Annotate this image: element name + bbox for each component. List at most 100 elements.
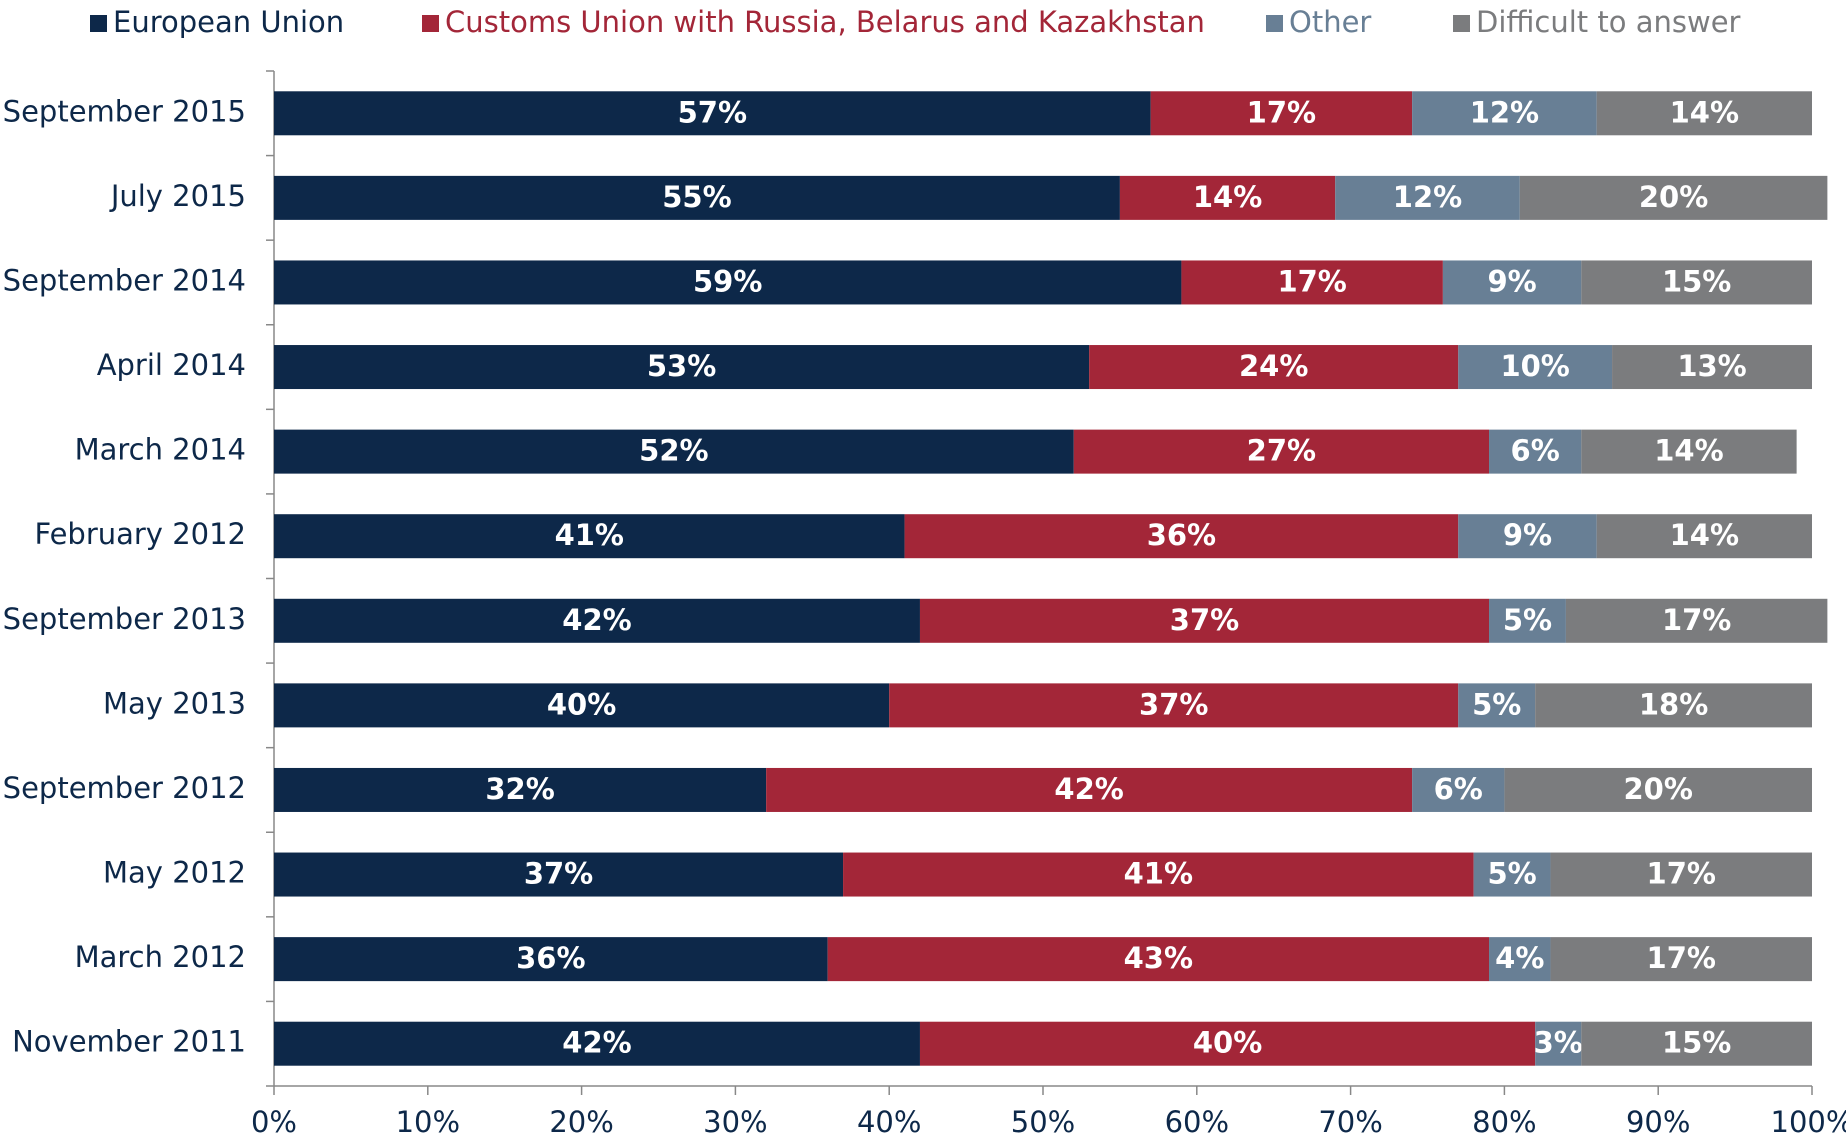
- data-label: 5%: [1487, 857, 1536, 891]
- data-label: 6%: [1511, 434, 1560, 468]
- bar-segment: [1489, 429, 1582, 474]
- y-tick-label: February 2012: [34, 517, 246, 551]
- bar-segment: [1458, 514, 1597, 559]
- y-tick-label: September 2014: [3, 263, 246, 297]
- bar-segment: [1412, 767, 1505, 812]
- legend-label: Other: [1289, 5, 1371, 39]
- bar-segment: [1596, 91, 1812, 136]
- bar-segment: [274, 175, 1120, 220]
- bar-segment: [1335, 175, 1520, 220]
- bar-segment: [274, 260, 1182, 305]
- y-tick-label: March 2012: [75, 940, 246, 974]
- bar-segment: [274, 767, 767, 812]
- y-tick-label: April 2014: [97, 348, 246, 382]
- bar-segment: [1535, 683, 1812, 728]
- bar-segment: [1565, 598, 1828, 643]
- x-tick-label: 90%: [1626, 1105, 1690, 1137]
- y-tick-label: November 2011: [12, 1025, 246, 1059]
- bar-segment: [1612, 345, 1812, 390]
- data-label: 15%: [1662, 1026, 1731, 1060]
- data-label: 36%: [516, 941, 585, 975]
- y-tick-label: September 2012: [3, 771, 246, 805]
- data-label: 5%: [1472, 687, 1521, 721]
- bar-segment: [889, 683, 1459, 728]
- data-label: 37%: [1170, 603, 1239, 637]
- legend-label: Customs Union with Russia, Belarus and K…: [445, 5, 1205, 39]
- data-label: 57%: [678, 95, 747, 129]
- bar-segment: [1458, 683, 1536, 728]
- data-label: 24%: [1239, 349, 1308, 383]
- data-label: 37%: [1139, 687, 1208, 721]
- data-label: 14%: [1670, 518, 1739, 552]
- data-label: 17%: [1647, 857, 1716, 891]
- bar-segment: [1412, 91, 1597, 136]
- bar-segment: [1596, 514, 1812, 559]
- bar-segment: [1473, 852, 1551, 897]
- x-tick-label: 0%: [251, 1105, 297, 1137]
- x-tick-label: 70%: [1318, 1105, 1382, 1137]
- data-label: 18%: [1639, 687, 1708, 721]
- data-label: 9%: [1503, 518, 1552, 552]
- y-tick-label: September 2013: [3, 602, 246, 636]
- data-label: 5%: [1503, 603, 1552, 637]
- data-label: 43%: [1124, 941, 1193, 975]
- bar-segment: [1089, 345, 1459, 390]
- bar-segment: [274, 345, 1090, 390]
- data-label: 36%: [1147, 518, 1216, 552]
- bar-segment: [1550, 852, 1812, 897]
- bar-segment: [904, 514, 1459, 559]
- data-label: 32%: [485, 772, 554, 806]
- x-tick-label: 30%: [703, 1105, 767, 1137]
- bar-segment: [1519, 175, 1828, 220]
- x-tick-label: 40%: [857, 1105, 921, 1137]
- y-tick-label: May 2013: [103, 686, 246, 720]
- data-label: 17%: [1662, 603, 1731, 637]
- data-label: 59%: [693, 264, 762, 298]
- data-label: 12%: [1470, 95, 1539, 129]
- data-label: 17%: [1277, 264, 1346, 298]
- bar-segment: [274, 937, 828, 982]
- bar-segment: [274, 514, 905, 559]
- data-label: 10%: [1500, 349, 1569, 383]
- bar-segment: [274, 429, 1074, 474]
- bar-segment: [843, 852, 1474, 897]
- data-label: 42%: [562, 1026, 631, 1060]
- data-label: 14%: [1193, 180, 1262, 214]
- bar-segment: [274, 1021, 920, 1066]
- data-label: 37%: [524, 857, 593, 891]
- x-tick-label: 100%: [1771, 1105, 1846, 1137]
- bar-segment: [919, 1021, 1536, 1066]
- data-label: 17%: [1247, 95, 1316, 129]
- data-label: 14%: [1670, 95, 1739, 129]
- data-label: 4%: [1495, 941, 1544, 975]
- data-label: 15%: [1662, 264, 1731, 298]
- legend-swatch: [1266, 15, 1283, 32]
- x-tick-label: 20%: [549, 1105, 613, 1137]
- bar-segment: [1581, 260, 1812, 305]
- bar-segment: [274, 598, 920, 643]
- data-label: 27%: [1247, 434, 1316, 468]
- data-label: 55%: [662, 180, 731, 214]
- data-label: 40%: [547, 687, 616, 721]
- bar-segment: [1489, 598, 1566, 643]
- data-label: 41%: [555, 518, 624, 552]
- bar-segment: [1458, 345, 1613, 390]
- data-label: 20%: [1623, 772, 1692, 806]
- bar-segment: [1504, 767, 1812, 812]
- data-label: 52%: [639, 434, 708, 468]
- legend-swatch: [90, 15, 107, 32]
- data-label: 42%: [1054, 772, 1123, 806]
- x-tick-label: 10%: [396, 1105, 460, 1137]
- bar-segment: [274, 91, 1151, 136]
- x-tick-label: 80%: [1472, 1105, 1536, 1137]
- x-tick-label: 50%: [1011, 1105, 1075, 1137]
- bar-segment: [1073, 429, 1490, 474]
- legend-swatch: [422, 15, 439, 32]
- bar-segment: [1489, 937, 1551, 982]
- data-label: 14%: [1654, 434, 1723, 468]
- data-label: 40%: [1193, 1026, 1262, 1060]
- y-tick-label: March 2014: [75, 433, 246, 467]
- data-label: 41%: [1124, 857, 1193, 891]
- bar-segment: [919, 598, 1490, 643]
- bar-segment: [1150, 91, 1413, 136]
